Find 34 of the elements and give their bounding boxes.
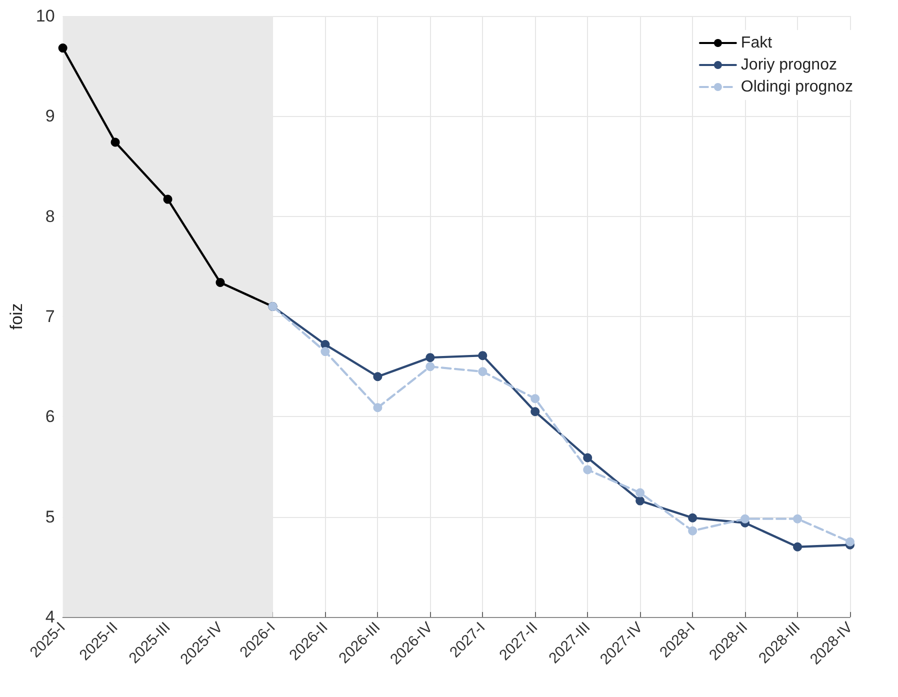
point (583, 453, 592, 462)
y-tick-label: 4 (45, 608, 55, 626)
y-tick-label: 9 (45, 106, 55, 126)
legend-label: Joriy prognoz (740, 56, 837, 74)
point (793, 514, 802, 524)
point (320, 347, 330, 356)
point (530, 407, 540, 416)
point (216, 278, 225, 287)
legend-label: Fakt (740, 34, 773, 52)
y-tick-label: 10 (36, 6, 55, 26)
point (688, 513, 698, 522)
point (636, 496, 645, 506)
point (793, 542, 802, 552)
point (688, 526, 698, 536)
point (373, 372, 382, 382)
y-axis-title: foiz (7, 303, 26, 330)
point (426, 353, 435, 362)
point (163, 194, 172, 204)
point (530, 394, 540, 404)
y-tick-label: 8 (45, 206, 55, 226)
point (636, 488, 645, 498)
point (478, 351, 488, 360)
point (426, 362, 435, 372)
legend-label: Oldingi prognoz (740, 78, 854, 96)
y-tick-label: 7 (45, 307, 55, 326)
y-tick-label: 6 (45, 407, 55, 426)
point (846, 537, 854, 546)
point (478, 367, 488, 376)
point (110, 138, 120, 147)
y-tick-label: 5 (45, 507, 55, 526)
point (373, 403, 382, 412)
point (740, 514, 750, 524)
point (58, 44, 68, 53)
point (583, 465, 592, 474)
